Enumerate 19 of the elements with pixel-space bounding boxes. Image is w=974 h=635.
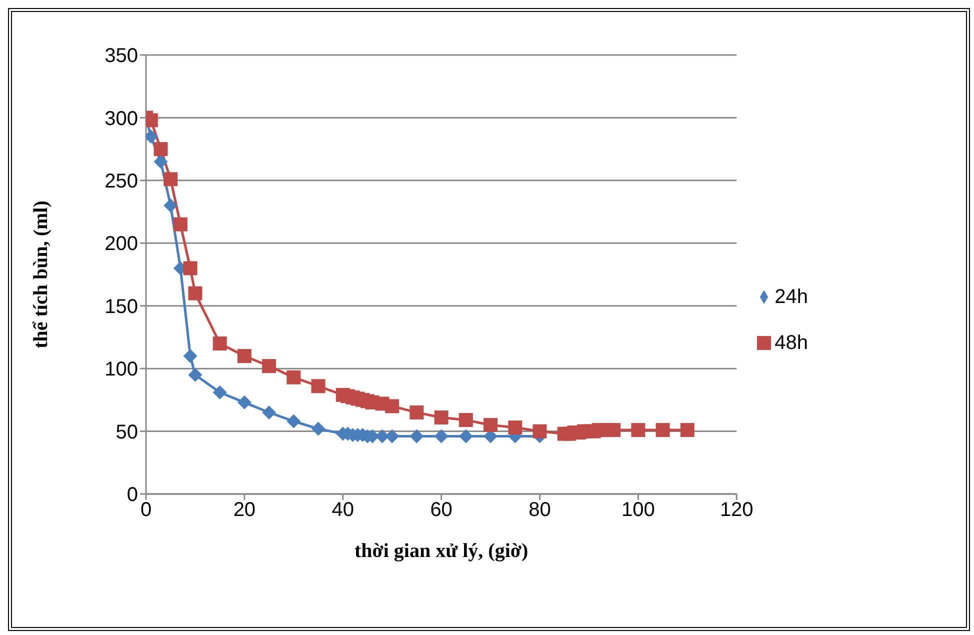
x-tick-label: 40 bbox=[332, 499, 354, 522]
x-axis-title: thời gian xử lý, (giờ) bbox=[354, 540, 528, 562]
x-tick-label: 100 bbox=[622, 499, 655, 522]
x-tick-label: 0 bbox=[140, 499, 152, 522]
y-tick-label: 250 bbox=[104, 170, 138, 193]
y-tick-label: 100 bbox=[104, 358, 138, 381]
y-tick-label: 0 bbox=[126, 484, 138, 506]
y-tick-label: 300 bbox=[104, 108, 138, 130]
y-axis-title: thể tích bùn, (ml) bbox=[30, 200, 52, 348]
y-tick-label: 150 bbox=[104, 296, 138, 318]
x-tick-label: 20 bbox=[233, 499, 256, 522]
x-tick-label: 80 bbox=[528, 499, 551, 522]
y-tick-label: 200 bbox=[104, 233, 138, 256]
y-tick-label: 350 bbox=[104, 45, 138, 68]
x-tick-label: 120 bbox=[720, 499, 754, 522]
y-tick-label: 50 bbox=[116, 421, 138, 444]
x-tick-label: 60 bbox=[430, 499, 452, 522]
legend-label: 48h bbox=[774, 332, 808, 354]
legend-label: 24h bbox=[774, 286, 808, 308]
